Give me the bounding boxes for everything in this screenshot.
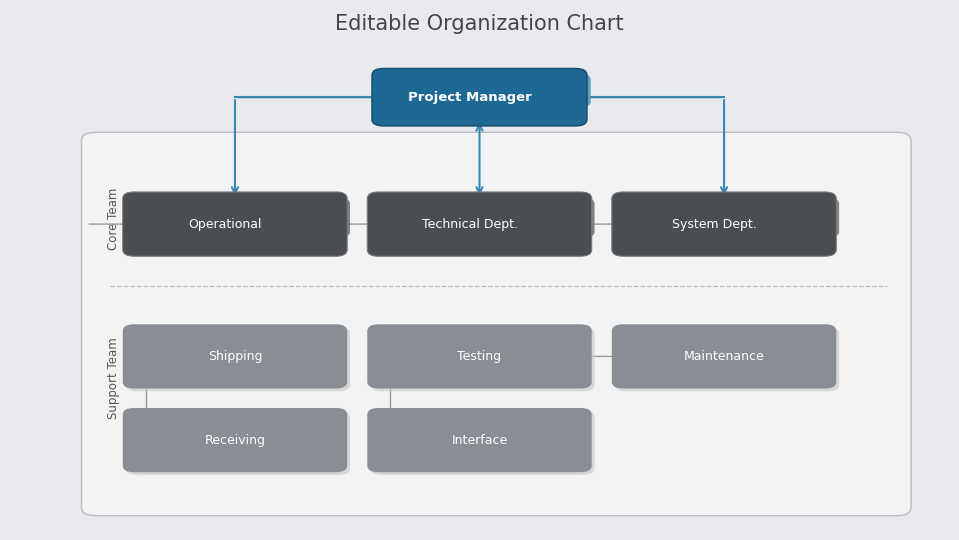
Text: Interface: Interface — [452, 434, 507, 447]
FancyBboxPatch shape — [126, 410, 350, 475]
FancyBboxPatch shape — [82, 132, 911, 516]
Text: Testing: Testing — [457, 350, 502, 363]
FancyBboxPatch shape — [221, 198, 350, 237]
Text: System Dept.: System Dept. — [672, 218, 757, 231]
FancyBboxPatch shape — [367, 408, 592, 472]
FancyBboxPatch shape — [710, 198, 839, 237]
FancyBboxPatch shape — [126, 327, 350, 391]
Text: Editable Organization Chart: Editable Organization Chart — [336, 14, 623, 35]
FancyBboxPatch shape — [372, 69, 587, 126]
Text: Core Team: Core Team — [106, 187, 120, 250]
FancyBboxPatch shape — [123, 324, 347, 388]
FancyBboxPatch shape — [123, 192, 347, 256]
FancyBboxPatch shape — [476, 74, 591, 107]
FancyBboxPatch shape — [612, 324, 836, 388]
FancyBboxPatch shape — [370, 327, 595, 391]
Text: Support Team: Support Team — [106, 337, 120, 419]
FancyBboxPatch shape — [615, 327, 839, 391]
Text: Shipping: Shipping — [208, 350, 262, 363]
Text: Operational: Operational — [189, 218, 262, 231]
FancyBboxPatch shape — [370, 410, 595, 475]
FancyBboxPatch shape — [612, 192, 836, 256]
FancyBboxPatch shape — [464, 198, 595, 237]
Text: Maintenance: Maintenance — [684, 350, 764, 363]
FancyBboxPatch shape — [367, 192, 592, 256]
FancyBboxPatch shape — [367, 324, 592, 388]
FancyBboxPatch shape — [123, 408, 347, 472]
Text: Technical Dept.: Technical Dept. — [422, 218, 518, 231]
Text: Receiving: Receiving — [204, 434, 266, 447]
Text: Project Manager: Project Manager — [408, 91, 532, 104]
